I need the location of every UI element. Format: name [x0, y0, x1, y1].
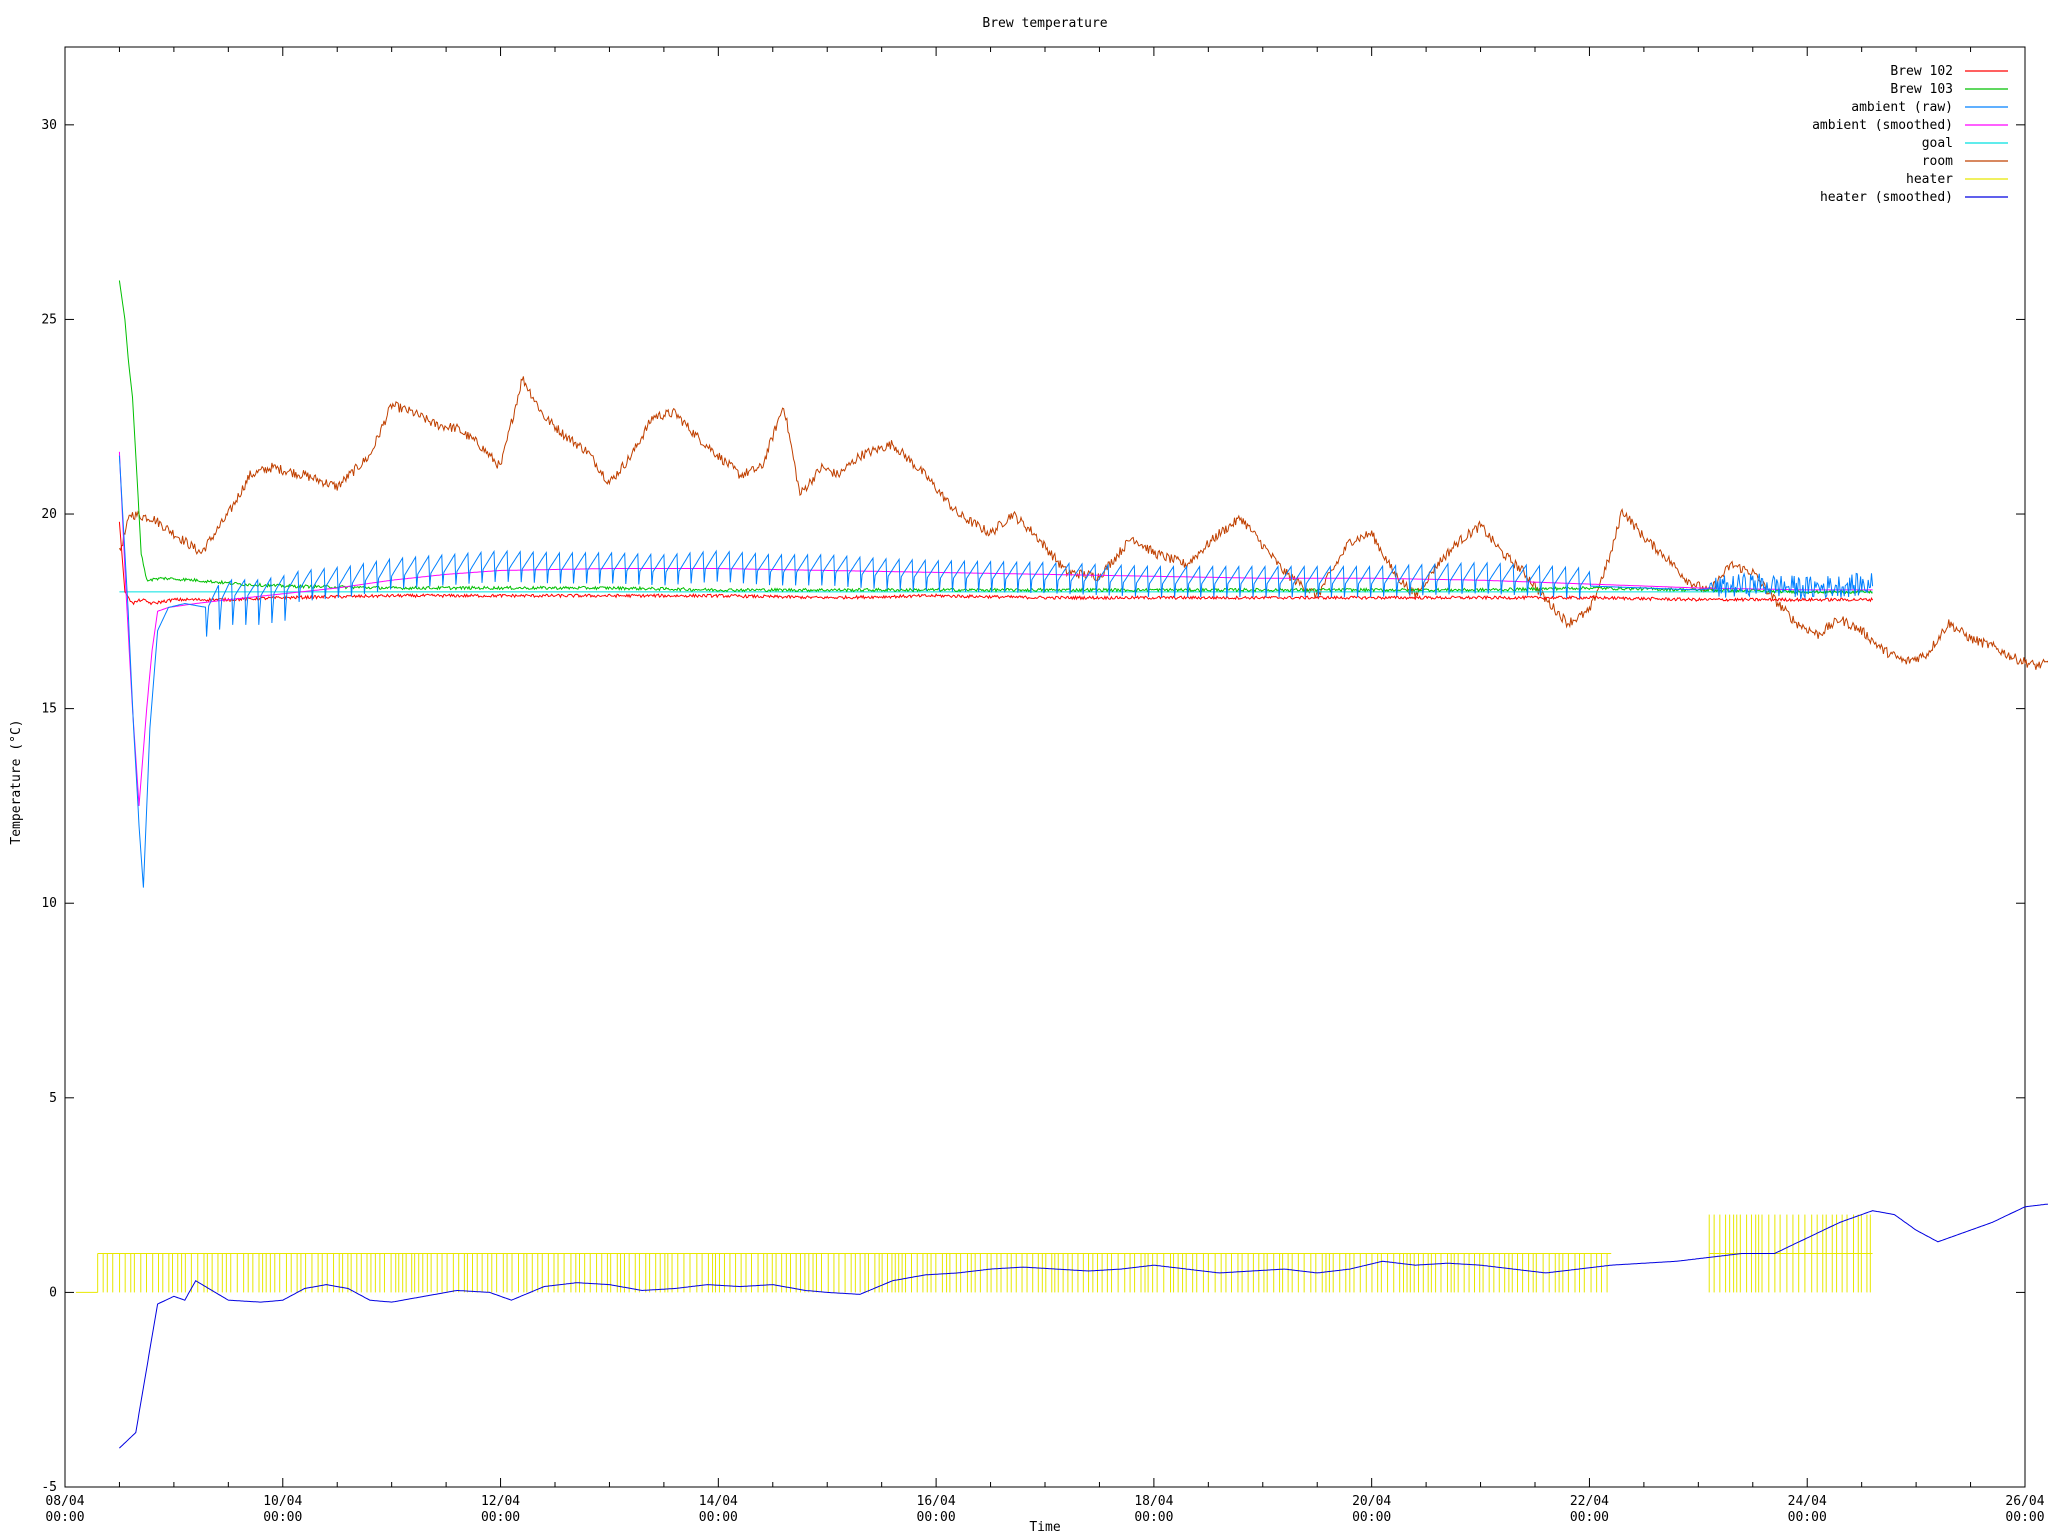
legend-label-ambient-raw: ambient (raw)	[1851, 100, 1953, 115]
legend-label-ambient-smoothed: ambient (smoothed)	[1812, 118, 1953, 133]
y-tick-label: 15	[41, 702, 57, 717]
x-tick-label: 00:00	[263, 1510, 302, 1525]
x-tick-label: 00:00	[1788, 1510, 1827, 1525]
y-tick-label: 10	[41, 896, 57, 911]
legend-label-heater: heater	[1906, 172, 1953, 187]
y-tick-label: 5	[49, 1091, 57, 1106]
y-tick-label: 20	[41, 507, 57, 522]
x-tick-label: 00:00	[699, 1510, 738, 1525]
y-tick-label: 25	[41, 312, 57, 327]
x-tick-label: 22/04	[1570, 1494, 1609, 1509]
x-tick-label: 20/04	[1352, 1494, 1391, 1509]
y-axis: -5 0 5 10 15 20 25 30	[41, 118, 2025, 1495]
legend: Brew 102 Brew 103 ambient (raw) ambient (sm…	[1812, 64, 2008, 205]
chart-title: Brew temperature	[982, 16, 1107, 31]
plot-frame	[64, 46, 2026, 1488]
y-axis-label: Temperature (°C)	[9, 719, 24, 844]
y-tick-label: 0	[49, 1285, 57, 1300]
x-tick-label: 10/04	[263, 1494, 302, 1509]
x-tick-label: 16/04	[917, 1494, 956, 1509]
legend-label-heater-smoothed: heater (smoothed)	[1820, 190, 1953, 205]
x-tick-label: 00:00	[481, 1510, 520, 1525]
plot-border	[64, 46, 2026, 1488]
series-ambient-raw	[118, 455, 1874, 888]
series-brew-102	[118, 521, 1874, 606]
legend-label-room: room	[1922, 154, 1953, 169]
series-layer	[75, 280, 2048, 1449]
x-tick-label: 00:00	[1134, 1510, 1173, 1525]
x-tick-label: 14/04	[699, 1494, 738, 1509]
x-tick-label: 18/04	[1134, 1494, 1173, 1509]
x-tick-label: 26/04	[2005, 1494, 2044, 1509]
series-heater-smoothed	[119, 1203, 2048, 1449]
x-tick-label: 00:00	[2005, 1510, 2044, 1525]
x-axis: 08/0400:0010/0400:0012/0400:0014/0400:00…	[45, 47, 2045, 1525]
y-tick-label: -5	[41, 1480, 57, 1495]
x-axis-label: Time	[1029, 1520, 1060, 1535]
x-tick-label: 00:00	[1352, 1510, 1391, 1525]
series-brew-103	[118, 280, 1873, 595]
legend-label-brew-102: Brew 102	[1890, 64, 1953, 79]
x-tick-label: 24/04	[1788, 1494, 1827, 1509]
legend-label-goal: goal	[1922, 136, 1953, 151]
series-heater	[75, 1214, 1873, 1293]
x-tick-label: 00:00	[45, 1510, 84, 1525]
x-tick-label: 00:00	[917, 1510, 956, 1525]
legend-label-brew-103: Brew 103	[1890, 82, 1953, 97]
series-ambient-smoothed	[118, 451, 1873, 806]
series-room	[118, 376, 2048, 670]
y-tick-label: 30	[41, 118, 57, 133]
x-tick-label: 12/04	[481, 1494, 520, 1509]
x-tick-label: 00:00	[1570, 1510, 1609, 1525]
x-tick-label: 08/04	[45, 1494, 84, 1509]
